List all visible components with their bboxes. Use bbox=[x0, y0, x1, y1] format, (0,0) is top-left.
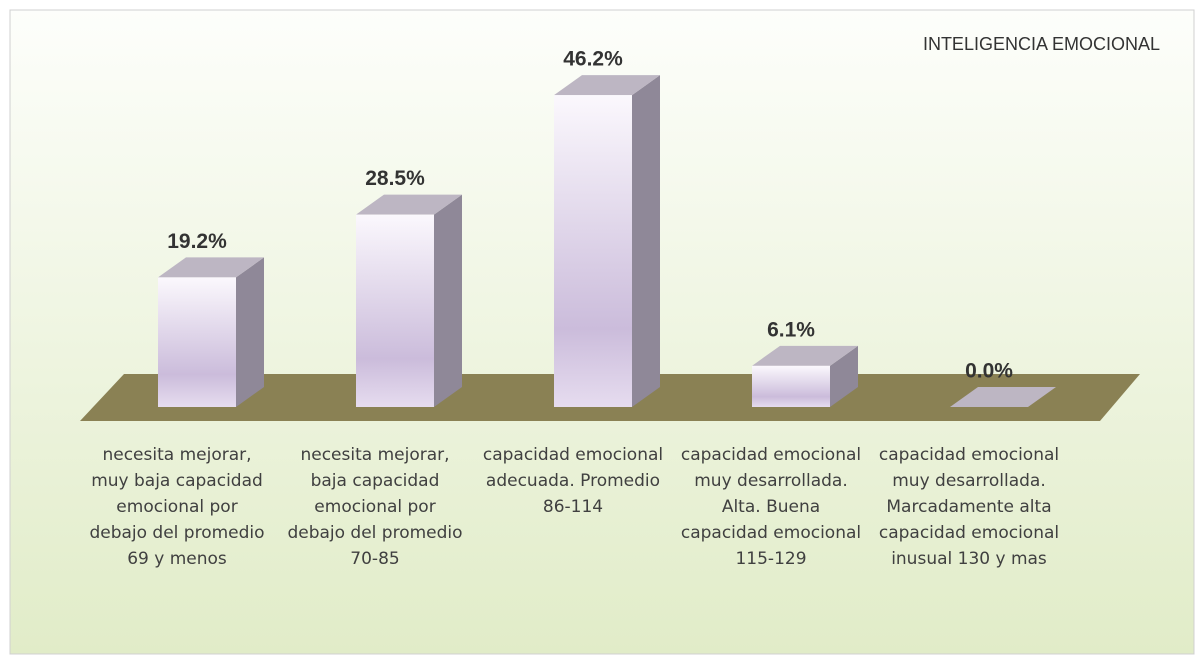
bar-top bbox=[752, 345, 858, 366]
bar-top bbox=[158, 257, 264, 278]
x-tick-label: capacidad emocional muy desarrollada. Al… bbox=[680, 445, 862, 569]
data-label: 0.0% bbox=[965, 360, 1013, 383]
bar-top bbox=[356, 194, 462, 215]
bar-top bbox=[950, 387, 1056, 407]
data-label: 28.5% bbox=[365, 167, 425, 190]
x-tick-label: necesita mejorar, baja capacidad emocion… bbox=[287, 445, 463, 569]
bar bbox=[752, 365, 830, 407]
bar-top bbox=[554, 75, 660, 96]
bar bbox=[554, 95, 632, 408]
bar-side bbox=[434, 194, 462, 407]
bar bbox=[356, 214, 434, 407]
data-label: 19.2% bbox=[167, 230, 227, 253]
bar-side bbox=[632, 75, 660, 408]
data-label: 6.1% bbox=[767, 318, 815, 341]
x-tick-label: capacidad emocional muy desarrollada. Ma… bbox=[878, 445, 1060, 569]
bar-side bbox=[236, 257, 264, 407]
chart-title: INTELIGENCIA EMOCIONAL bbox=[923, 34, 1160, 54]
data-label: 46.2% bbox=[563, 48, 623, 71]
bar bbox=[158, 277, 236, 407]
x-tick-label: capacidad emocional adecuada. Promedio 8… bbox=[482, 445, 664, 517]
bar-side bbox=[830, 345, 858, 407]
x-tick-label: necesita mejorar, muy baja capacidad emo… bbox=[89, 445, 265, 569]
